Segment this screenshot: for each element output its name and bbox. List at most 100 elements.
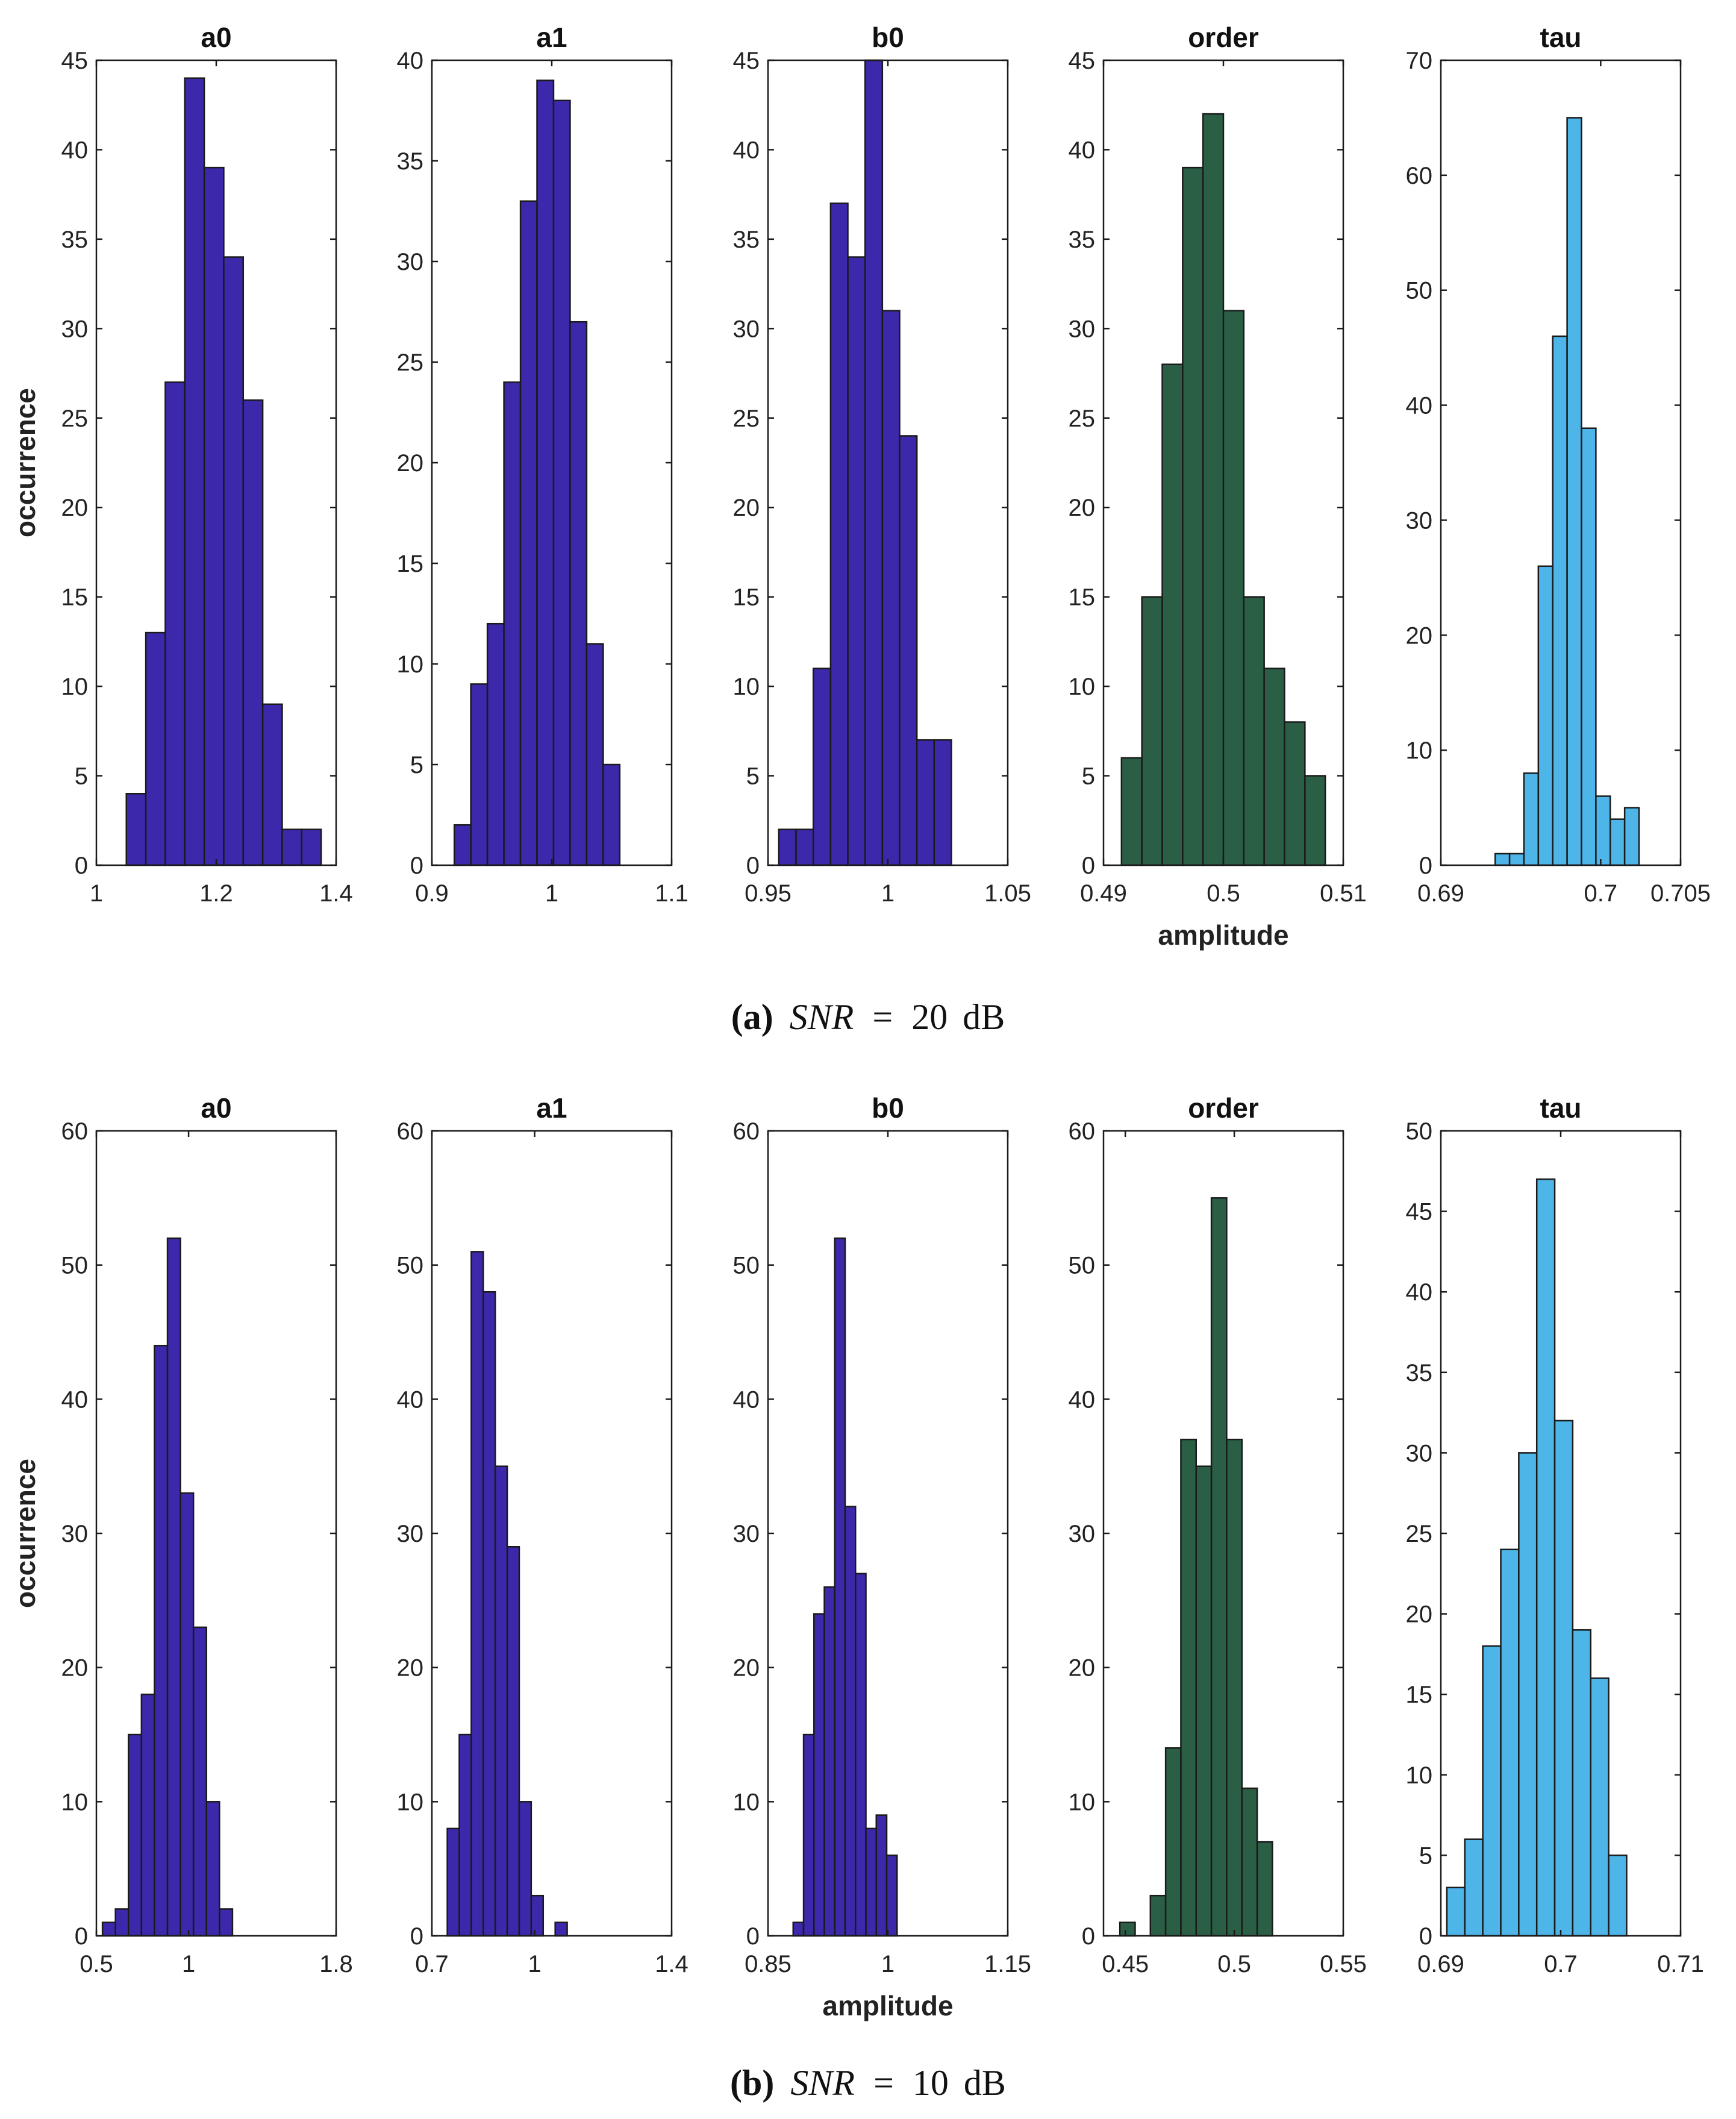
histogram-bar xyxy=(1595,795,1611,866)
histogram-bar xyxy=(823,1586,836,1937)
histogram-bar xyxy=(1149,1894,1167,1937)
y-tick-label: 35 xyxy=(61,227,89,253)
y-tick-label: 30 xyxy=(397,1521,424,1547)
histogram-bar xyxy=(470,1251,484,1937)
y-tick-label: 40 xyxy=(397,48,424,74)
histogram-bar xyxy=(1494,853,1511,866)
y-tick-label: 50 xyxy=(1406,1118,1433,1145)
x-tick-label: 0.69 xyxy=(1417,880,1464,907)
histogram-panel-b0-a: 0 5 10 15 20 25 30 35 40 45 0.95 1 1.05 b0 xyxy=(733,22,1031,907)
y-tick-label: 40 xyxy=(397,1386,424,1413)
histogram-bar xyxy=(552,99,571,866)
histogram-bar xyxy=(812,668,832,866)
y-tick-label: 60 xyxy=(1406,163,1433,189)
x-tick-label: 1.15 xyxy=(984,1951,1031,1977)
y-tick-label: 50 xyxy=(397,1253,424,1279)
histogram-bar xyxy=(125,792,147,866)
y-axis-label: occurrence xyxy=(10,1459,41,1608)
y-tick-label: 10 xyxy=(61,674,89,700)
histogram-bar xyxy=(1164,1747,1182,1937)
y-tick-label: 10 xyxy=(733,1789,760,1815)
histogram-bar xyxy=(519,200,538,866)
x-tick-label: 0.5 xyxy=(80,1951,113,1977)
histogram-panel-a0-a: 0 5 10 15 20 25 30 35 40 45 1 1.2 1.4 a0 occurrence xyxy=(10,22,353,907)
histogram-bar xyxy=(585,643,604,866)
y-tick-label: 20 xyxy=(397,1655,424,1682)
y-tick-label: 5 xyxy=(1082,763,1095,790)
x-tick-label: 0.45 xyxy=(1102,1951,1149,1977)
histogram-bar xyxy=(1284,721,1306,866)
y-tick-label: 30 xyxy=(1406,1440,1433,1466)
y-tick-label: 20 xyxy=(1406,622,1433,649)
histogram-bar xyxy=(1523,772,1540,866)
histogram-panel-a1-b: 0 10 20 30 40 50 60 0.7 1 1.4 a1 xyxy=(397,1092,688,1977)
y-tick-label: 45 xyxy=(733,48,760,74)
histogram-bar xyxy=(885,1855,898,1937)
histogram-bar xyxy=(446,1827,460,1937)
histogram-bar xyxy=(1202,113,1225,866)
y-axis-label: occurrence xyxy=(10,388,41,537)
histogram-bar xyxy=(1243,596,1265,866)
y-tick-label: 10 xyxy=(61,1789,89,1815)
x-tick-label: 1 xyxy=(528,1951,541,1977)
histogram-bar xyxy=(154,1345,169,1937)
histogram-bar xyxy=(1210,1197,1228,1937)
y-tick-label: 30 xyxy=(61,316,89,342)
histogram-bar xyxy=(1182,166,1204,866)
histogram-bar xyxy=(847,256,866,866)
x-tick-label: 1.8 xyxy=(319,1951,353,1977)
histogram-bar xyxy=(1610,818,1626,866)
caption-a: (a) SNR = 20 dB xyxy=(731,997,1005,1037)
histogram-bar xyxy=(1256,1841,1273,1937)
y-tick-label: 0 xyxy=(410,853,423,879)
histogram-bar xyxy=(1623,807,1640,866)
x-tick-label: 1.1 xyxy=(655,880,688,907)
histogram-bar xyxy=(916,739,935,866)
y-tick-label: 15 xyxy=(1069,584,1096,611)
y-tick-label: 20 xyxy=(61,495,89,521)
x-tick-label: 0.705 xyxy=(1650,880,1711,907)
histogram-bar xyxy=(1464,1838,1484,1937)
y-tick-label: 40 xyxy=(1406,393,1433,419)
histogram-bar xyxy=(792,1921,805,1937)
y-tick-label: 0 xyxy=(1419,1923,1432,1950)
caption-b: (b) SNR = 10 dB xyxy=(730,2063,1006,2103)
y-tick-label: 50 xyxy=(61,1253,89,1279)
x-tick-label: 0.5 xyxy=(1207,880,1240,907)
y-tick-label: 30 xyxy=(1069,1521,1096,1547)
panel-title: b0 xyxy=(872,1092,904,1124)
y-tick-label: 10 xyxy=(1406,1762,1433,1789)
histogram-bar xyxy=(470,683,489,866)
y-tick-label: 45 xyxy=(1406,1199,1433,1225)
histogram-bar xyxy=(1263,668,1285,866)
histogram-panel-order-a: 0 5 10 15 20 25 30 35 40 45 0.49 0.5 0.51 order amplit… xyxy=(1069,22,1367,951)
panel-title: b0 xyxy=(872,22,904,53)
y-tick-label: 15 xyxy=(733,584,760,611)
y-tick-label: 10 xyxy=(397,1789,424,1815)
x-tick-label: 0.7 xyxy=(1584,880,1618,907)
histogram-bar xyxy=(503,381,522,866)
histogram-bar xyxy=(865,1827,878,1937)
histogram-bar xyxy=(1552,335,1568,866)
x-tick-label: 1 xyxy=(90,880,103,907)
y-tick-label: 45 xyxy=(1069,48,1096,74)
y-tick-label: 40 xyxy=(1069,1386,1096,1413)
histogram-bar xyxy=(864,59,884,866)
y-tick-label: 5 xyxy=(75,763,88,790)
histogram-bar xyxy=(569,321,588,866)
y-tick-label: 60 xyxy=(733,1118,760,1145)
y-tick-label: 35 xyxy=(397,148,424,175)
x-tick-label: 1.4 xyxy=(319,880,353,907)
x-tick-label: 1 xyxy=(881,1951,895,1977)
y-tick-label: 20 xyxy=(397,450,424,477)
histogram-bar xyxy=(1608,1855,1628,1937)
x-axis-label: amplitude xyxy=(1158,919,1288,951)
x-tick-label: 0.7 xyxy=(1544,1951,1578,1977)
y-tick-label: 5 xyxy=(746,763,760,790)
histogram-bar xyxy=(1535,1178,1556,1937)
histogram-bar xyxy=(140,1693,155,1937)
y-tick-label: 35 xyxy=(1406,1360,1433,1386)
y-tick-label: 20 xyxy=(733,495,760,521)
panel-title: order xyxy=(1188,1092,1259,1124)
